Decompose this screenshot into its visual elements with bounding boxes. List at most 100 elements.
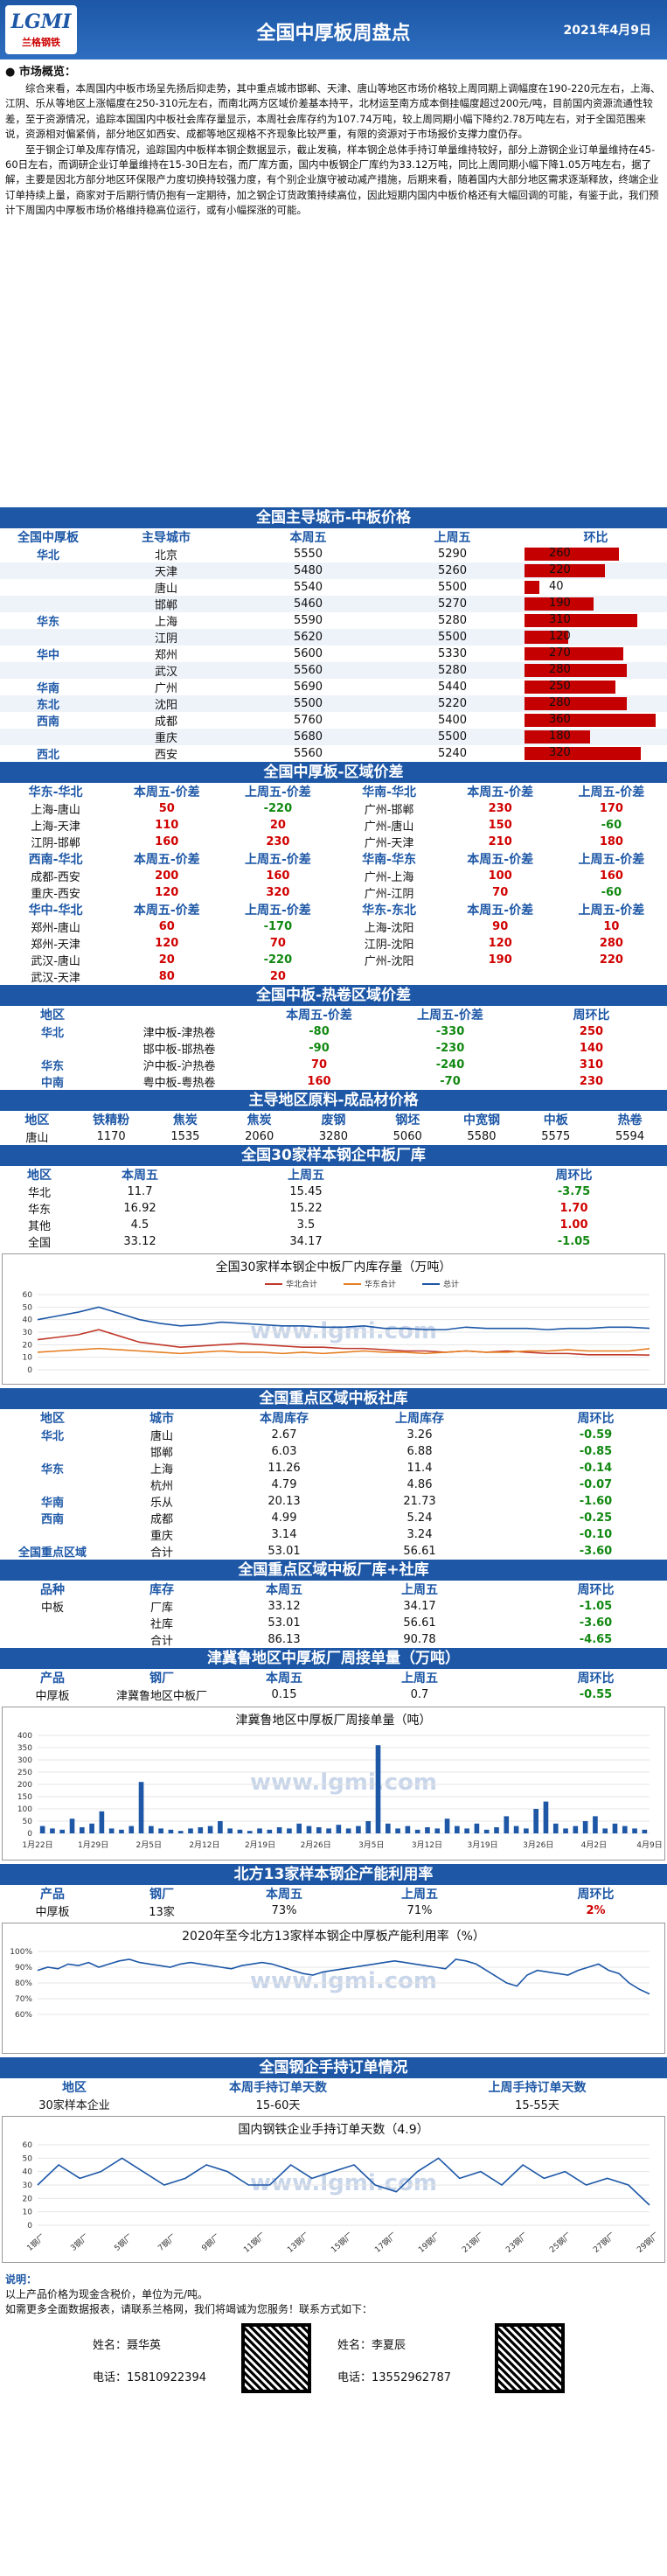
price-cell: 5270 bbox=[437, 597, 468, 611]
x-tick-label: 2月5日 bbox=[136, 1840, 162, 1850]
table-cell bbox=[490, 1510, 525, 1526]
bar bbox=[59, 1829, 66, 1833]
table-cell: 杭州 bbox=[149, 1480, 173, 1493]
change-bar bbox=[525, 647, 623, 660]
column-header: 中宽钢 bbox=[462, 1113, 500, 1127]
bar bbox=[267, 1829, 273, 1833]
bar bbox=[385, 1823, 391, 1833]
price-cell: 5480 bbox=[293, 564, 323, 577]
table-cell: 上海-唐山 bbox=[31, 804, 80, 817]
table-row: 华中 郑州 5600 5330 270 bbox=[0, 646, 667, 662]
price-cell: 5550 bbox=[293, 548, 323, 561]
bar bbox=[89, 1823, 94, 1833]
x-tick-label: 19钢厂 bbox=[416, 2230, 442, 2255]
table-cell: 200 bbox=[155, 869, 179, 883]
city-cell: 上海 bbox=[154, 616, 177, 629]
x-tick-label: 5钢厂 bbox=[112, 2231, 135, 2252]
region-cell bbox=[0, 579, 96, 596]
table-cell: 5575 bbox=[541, 1130, 571, 1143]
column-header: 本周手持订单天数 bbox=[229, 2081, 327, 2095]
region-cell: 华北 bbox=[36, 549, 59, 562]
change-bar bbox=[525, 681, 616, 694]
column-header: 华南-华东 bbox=[362, 853, 416, 867]
price-cell: 5220 bbox=[437, 697, 468, 710]
column-header: 本周五 bbox=[289, 531, 327, 545]
price-cell: 5760 bbox=[293, 714, 323, 727]
table-cell: 50 bbox=[158, 802, 175, 815]
change-bar-cell: 280 bbox=[525, 662, 667, 679]
table-row: 中南 粤中板-粤热卷 160 -70 230 bbox=[0, 1073, 667, 1090]
chart-title: 全国30家样本钢企中板厂内库存量（万吨） bbox=[215, 1260, 452, 1274]
column-header: 环比 bbox=[583, 531, 608, 545]
table-cell: 70 bbox=[269, 937, 286, 950]
bar bbox=[573, 1826, 579, 1833]
table-cell: 中厚板 bbox=[35, 1906, 70, 1919]
mill-inventory-table: 地区 本周五 上周五 周环比 华北 11.7 15.45 -3.75 华东 16.92 15.22… bbox=[0, 1166, 667, 1250]
price-cell: 5290 bbox=[437, 548, 468, 561]
city-cell: 唐山 bbox=[154, 583, 177, 596]
regional-spread-tables: 华东-华北 本周五-价差 上周五-价差 华南-华北 本周五-价差 上周五-价差 上海-唐山 5… bbox=[0, 783, 667, 985]
y-tick-label: 60% bbox=[15, 2011, 32, 2020]
column-header: 上周手持订单天数 bbox=[488, 2081, 587, 2095]
city-cell: 沈阳 bbox=[154, 699, 177, 712]
table-cell: 华南 bbox=[40, 1497, 64, 1510]
capacity-svg: www.lgmi.com 60% 70% 80% 90% 100% bbox=[10, 1948, 650, 2020]
table-cell: 3280 bbox=[318, 1130, 348, 1143]
table-header: 地区 城市 本周库存 上周库存 周环比 bbox=[0, 1409, 667, 1427]
column-header: 华中-华北 bbox=[28, 904, 83, 918]
column-header: 本周五-价差 bbox=[467, 904, 534, 918]
table-cell: 上海-沈阳 bbox=[364, 922, 414, 935]
y-tick-label: 200 bbox=[17, 1781, 32, 1790]
price-cell: 5500 bbox=[437, 581, 468, 594]
bar bbox=[455, 1826, 460, 1833]
y-tick-label: 20 bbox=[23, 2195, 33, 2203]
change-bar bbox=[525, 614, 638, 627]
column-header: 城市 bbox=[149, 1412, 174, 1426]
city-cell: 武汉 bbox=[154, 666, 177, 679]
spread-table: 西南-华北 本周五-价差 上周五-价差 华南-华东 本周五-价差 上周五-价差 成都-西安 2… bbox=[0, 850, 667, 901]
bar bbox=[99, 1811, 105, 1833]
bar bbox=[474, 1823, 480, 1833]
table-cell: 成都 bbox=[149, 1513, 173, 1526]
column-header: 地区 bbox=[27, 1169, 52, 1183]
table-cell: 230 bbox=[266, 835, 290, 848]
table-row: 唐山 5540 5500 40 bbox=[0, 579, 667, 596]
table-header: 产品 钢厂 本周五 上周五 周环比 bbox=[0, 1669, 667, 1686]
x-tick-label: 15钢厂 bbox=[329, 2230, 355, 2255]
bar bbox=[129, 1826, 135, 1833]
column-header: 周环比 bbox=[555, 1169, 593, 1183]
bar bbox=[375, 1745, 381, 1833]
column-header: 本周五-价差 bbox=[467, 853, 534, 867]
bar bbox=[444, 1819, 450, 1833]
chart-title: 2020年至今北方13家样本钢企中厚板产能利用率（%） bbox=[182, 1930, 485, 1944]
column-header: 本周五-价差 bbox=[133, 904, 200, 918]
table-row: 武汉 5560 5280 280 bbox=[0, 662, 667, 679]
region-cell bbox=[0, 629, 96, 646]
order-days-chart: 国内钢铁企业手持订单天数（4.9） www.lgmi.com 0 10 20 30 40 5… bbox=[2, 2116, 665, 2263]
column-header bbox=[490, 1581, 525, 1598]
bar bbox=[425, 1827, 430, 1833]
table-cell: -80 bbox=[309, 1025, 330, 1038]
change-value: 320 bbox=[549, 746, 571, 759]
bar bbox=[207, 1826, 213, 1833]
table-cell: 广州-沈阳 bbox=[364, 955, 414, 968]
contact-1-tel: 15810922394 bbox=[127, 2371, 206, 2384]
table-cell bbox=[333, 968, 444, 985]
table-cell bbox=[411, 1183, 481, 1200]
table-cell: -0.10 bbox=[579, 1528, 613, 1541]
bar bbox=[39, 1826, 45, 1833]
table-cell: 310 bbox=[579, 1058, 604, 1072]
table-cell: 广州-邯郸 bbox=[364, 804, 414, 817]
qr-code-1 bbox=[241, 2323, 311, 2393]
overview-label: ● 市场概览： bbox=[5, 66, 76, 79]
bar bbox=[464, 1828, 469, 1833]
column-header bbox=[105, 1006, 254, 1023]
section-title: 全国主导城市-中板价格 bbox=[0, 507, 667, 528]
table-cell: 20.13 bbox=[267, 1495, 301, 1508]
y-tick-label: 30 bbox=[23, 1329, 33, 1337]
table-cell: 210 bbox=[488, 835, 512, 848]
bar bbox=[79, 1827, 85, 1833]
table-cell: 唐山 bbox=[149, 1430, 173, 1443]
price-cell: 5330 bbox=[437, 647, 468, 660]
table-cell: 250 bbox=[579, 1025, 604, 1038]
